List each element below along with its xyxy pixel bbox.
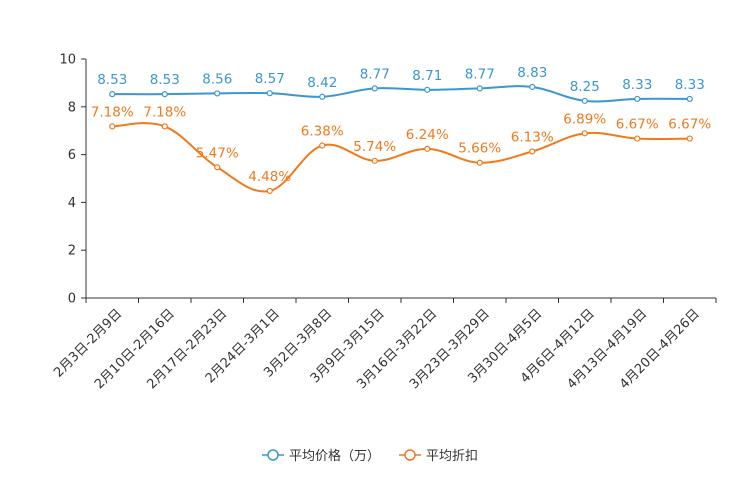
data-point	[266, 187, 273, 195]
y-tick-label: 10	[59, 53, 76, 68]
data-point	[529, 83, 536, 91]
y-tick-label: 8	[68, 100, 76, 115]
data-point	[529, 148, 536, 155]
data-label: 8.53	[150, 72, 180, 88]
data-label: 6.24%	[406, 127, 449, 143]
legend-label: 平均折扣	[426, 449, 478, 464]
data-point	[214, 90, 221, 97]
legend-item: 平均价格（万）	[262, 448, 380, 464]
data-label: 8.33	[622, 77, 652, 93]
legend-marker	[267, 449, 279, 461]
data-label: 6.67%	[616, 117, 659, 133]
data-label: 8.53	[97, 72, 127, 88]
data-label: 5.74%	[353, 139, 396, 155]
data-point	[371, 85, 378, 92]
data-label: 8.77	[360, 66, 390, 82]
data-point	[476, 85, 483, 92]
legend-marker	[404, 449, 416, 461]
data-label: 6.13%	[511, 129, 554, 145]
data-point	[634, 95, 641, 103]
data-point	[424, 86, 431, 93]
data-label: 8.71	[412, 68, 442, 84]
data-point	[581, 130, 588, 137]
data-point	[371, 157, 378, 164]
legend-item: 平均折扣	[399, 449, 478, 464]
data-label: 7.18%	[143, 104, 186, 120]
data-point	[319, 93, 326, 100]
data-label: 8.56	[202, 71, 232, 87]
y-tick-label: 6	[68, 148, 76, 163]
data-point	[686, 135, 693, 142]
data-label: 8.33	[675, 77, 705, 93]
series-layer: 8.53 8.53 8.56 8.57 8.42 8.77 8.71 8.77 8.83 8.25…	[91, 65, 711, 195]
data-label: 8.83	[517, 65, 547, 81]
data-point	[109, 91, 116, 98]
data-label: 8.42	[307, 75, 337, 91]
legend: 平均价格（万） 平均折扣	[262, 448, 478, 464]
data-point	[161, 91, 168, 98]
data-point	[109, 123, 116, 130]
data-label: 7.18%	[91, 104, 134, 120]
data-point	[214, 164, 221, 171]
data-point	[161, 123, 168, 130]
data-label: 6.67%	[668, 117, 711, 133]
series-avg-discount: 7.18% 7.18% 5.47% 4.48% 6.38% 5.74% 6.24% 5.66%…	[91, 104, 711, 195]
series-line	[112, 85, 690, 103]
data-label: 6.89%	[563, 111, 606, 127]
data-label: 8.77	[465, 66, 495, 82]
y-tick-label: 4	[68, 196, 76, 211]
data-point	[686, 95, 693, 103]
data-point	[634, 135, 641, 142]
legend-label: 平均价格（万）	[289, 448, 380, 464]
data-point	[476, 159, 483, 166]
data-point	[581, 97, 588, 104]
y-tick-label: 0	[68, 292, 76, 307]
data-point	[266, 90, 273, 97]
data-label: 8.57	[255, 71, 285, 87]
data-label: 6.38%	[301, 124, 344, 140]
series-avg-price: 8.53 8.53 8.56 8.57 8.42 8.77 8.71 8.77 8.83 8.25…	[97, 65, 705, 104]
data-label: 5.47%	[196, 145, 239, 161]
data-point	[319, 142, 326, 149]
data-label: 5.66%	[458, 141, 501, 157]
y-tick-label: 2	[68, 244, 76, 259]
data-label: 8.25	[570, 79, 600, 95]
data-point	[424, 145, 431, 152]
data-label: 4.48%	[248, 169, 291, 185]
